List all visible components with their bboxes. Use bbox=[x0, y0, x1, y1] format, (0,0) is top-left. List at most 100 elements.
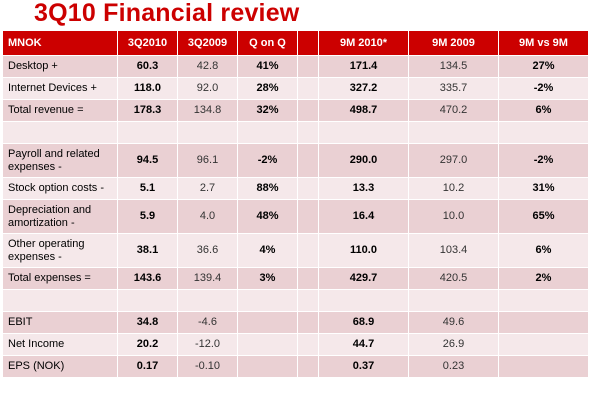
cell-9m-2009: 420.5 bbox=[408, 267, 499, 290]
cell-9m-2010: 13.3 bbox=[318, 177, 409, 200]
separator-cell bbox=[297, 55, 319, 78]
financial-table: MNOK 3Q2010 3Q2009 Q on Q 9M 2010* 9M 20… bbox=[2, 30, 589, 378]
separator-cell bbox=[297, 199, 319, 234]
header-3q2009: 3Q2009 bbox=[177, 30, 238, 56]
table-row: Depreciation and amortization - 5.9 4.0 … bbox=[2, 199, 589, 234]
cell-9m-2009: 26.9 bbox=[408, 333, 499, 356]
cell-q-on-q: 48% bbox=[237, 199, 298, 234]
cell-9m-2009: 470.2 bbox=[408, 99, 499, 122]
table-row: Total revenue = 178.3 134.8 32% 498.7 47… bbox=[2, 99, 589, 122]
cell-3q2010: 20.2 bbox=[117, 333, 178, 356]
header-q-on-q: Q on Q bbox=[237, 30, 298, 56]
cell-q-on-q: 41% bbox=[237, 55, 298, 78]
cell-9m-2010: 290.0 bbox=[318, 143, 409, 178]
cell-3q2009: 139.4 bbox=[177, 267, 238, 290]
table-row: EPS (NOK) 0.17 -0.10 0.37 0.23 bbox=[2, 355, 589, 378]
cell-9m-2009: 297.0 bbox=[408, 143, 499, 178]
cell-q-on-q: 3% bbox=[237, 267, 298, 290]
cell-3q2010: 60.3 bbox=[117, 55, 178, 78]
row-label: Internet Devices + bbox=[2, 77, 118, 100]
cell-3q2009: 134.8 bbox=[177, 99, 238, 122]
cell-9m-2009: 10.0 bbox=[408, 199, 499, 234]
table-row: Other operating expenses - 38.1 36.6 4% … bbox=[2, 233, 589, 268]
cell-9m-2010: 429.7 bbox=[318, 267, 409, 290]
cell-9m-2009: 134.5 bbox=[408, 55, 499, 78]
row-label: EPS (NOK) bbox=[2, 355, 118, 378]
header-separator bbox=[297, 30, 319, 56]
page-title: 3Q10 Financial review bbox=[34, 0, 300, 27]
row-label: Total revenue = bbox=[2, 99, 118, 122]
row-label: Net Income bbox=[2, 333, 118, 356]
cell-q-on-q bbox=[237, 333, 298, 356]
separator-cell bbox=[297, 77, 319, 100]
cell-9m-vs-9m: -2% bbox=[498, 77, 589, 100]
table-row: Stock option costs - 5.1 2.7 88% 13.3 10… bbox=[2, 177, 589, 200]
cell-3q2010: 34.8 bbox=[117, 311, 178, 334]
cell-3q2010: 143.6 bbox=[117, 267, 178, 290]
row-label: Payroll and related expenses - bbox=[2, 143, 118, 178]
header-9m-2010: 9M 2010* bbox=[318, 30, 409, 56]
table-row: Desktop + 60.3 42.8 41% 171.4 134.5 27% bbox=[2, 55, 589, 78]
table-row: Net Income 20.2 -12.0 44.7 26.9 bbox=[2, 333, 589, 356]
cell-9m-vs-9m: 2% bbox=[498, 267, 589, 290]
spacer-row bbox=[2, 121, 589, 144]
row-label: Desktop + bbox=[2, 55, 118, 78]
row-label: Other operating expenses - bbox=[2, 233, 118, 268]
cell-9m-vs-9m: 6% bbox=[498, 233, 589, 268]
cell-9m-2010: 498.7 bbox=[318, 99, 409, 122]
cell-9m-2009: 335.7 bbox=[408, 77, 499, 100]
cell-3q2009: 42.8 bbox=[177, 55, 238, 78]
cell-q-on-q bbox=[237, 311, 298, 334]
row-label: Total expenses = bbox=[2, 267, 118, 290]
cell-9m-vs-9m bbox=[498, 333, 589, 356]
table-row: Total expenses = 143.6 139.4 3% 429.7 42… bbox=[2, 267, 589, 290]
cell-9m-2009: 49.6 bbox=[408, 311, 499, 334]
table-row: EBIT 34.8 -4.6 68.9 49.6 bbox=[2, 311, 589, 334]
cell-3q2010: 118.0 bbox=[117, 77, 178, 100]
header-mnok: MNOK bbox=[2, 30, 118, 56]
cell-q-on-q: 88% bbox=[237, 177, 298, 200]
cell-q-on-q: 28% bbox=[237, 77, 298, 100]
table-row: Internet Devices + 118.0 92.0 28% 327.2 … bbox=[2, 77, 589, 100]
cell-9m-vs-9m: 27% bbox=[498, 55, 589, 78]
cell-9m-vs-9m bbox=[498, 355, 589, 378]
cell-3q2009: -12.0 bbox=[177, 333, 238, 356]
cell-3q2009: -0.10 bbox=[177, 355, 238, 378]
cell-9m-2010: 44.7 bbox=[318, 333, 409, 356]
header-9m-2009: 9M 2009 bbox=[408, 30, 499, 56]
cell-3q2009: 4.0 bbox=[177, 199, 238, 234]
row-label: Stock option costs - bbox=[2, 177, 118, 200]
cell-3q2010: 94.5 bbox=[117, 143, 178, 178]
separator-cell bbox=[297, 99, 319, 122]
cell-3q2009: 2.7 bbox=[177, 177, 238, 200]
separator-cell bbox=[297, 267, 319, 290]
separator-cell bbox=[297, 143, 319, 178]
row-label: Depreciation and amortization - bbox=[2, 199, 118, 234]
cell-3q2009: 96.1 bbox=[177, 143, 238, 178]
separator-cell bbox=[297, 333, 319, 356]
cell-3q2010: 5.1 bbox=[117, 177, 178, 200]
cell-9m-2010: 68.9 bbox=[318, 311, 409, 334]
header-3q2010: 3Q2010 bbox=[117, 30, 178, 56]
cell-9m-2009: 10.2 bbox=[408, 177, 499, 200]
cell-3q2010: 38.1 bbox=[117, 233, 178, 268]
spacer-row bbox=[2, 289, 589, 312]
cell-9m-vs-9m bbox=[498, 311, 589, 334]
cell-3q2009: -4.6 bbox=[177, 311, 238, 334]
cell-9m-2010: 16.4 bbox=[318, 199, 409, 234]
cell-9m-2009: 0.23 bbox=[408, 355, 499, 378]
separator-cell bbox=[297, 233, 319, 268]
cell-q-on-q: -2% bbox=[237, 143, 298, 178]
cell-q-on-q: 4% bbox=[237, 233, 298, 268]
cell-q-on-q bbox=[237, 355, 298, 378]
cell-9m-2010: 171.4 bbox=[318, 55, 409, 78]
row-label: EBIT bbox=[2, 311, 118, 334]
separator-cell bbox=[297, 355, 319, 378]
cell-q-on-q: 32% bbox=[237, 99, 298, 122]
cell-9m-vs-9m: 31% bbox=[498, 177, 589, 200]
cell-9m-vs-9m: 65% bbox=[498, 199, 589, 234]
cell-9m-vs-9m: 6% bbox=[498, 99, 589, 122]
cell-9m-vs-9m: -2% bbox=[498, 143, 589, 178]
header-row: MNOK 3Q2010 3Q2009 Q on Q 9M 2010* 9M 20… bbox=[2, 30, 589, 56]
cell-3q2010: 178.3 bbox=[117, 99, 178, 122]
